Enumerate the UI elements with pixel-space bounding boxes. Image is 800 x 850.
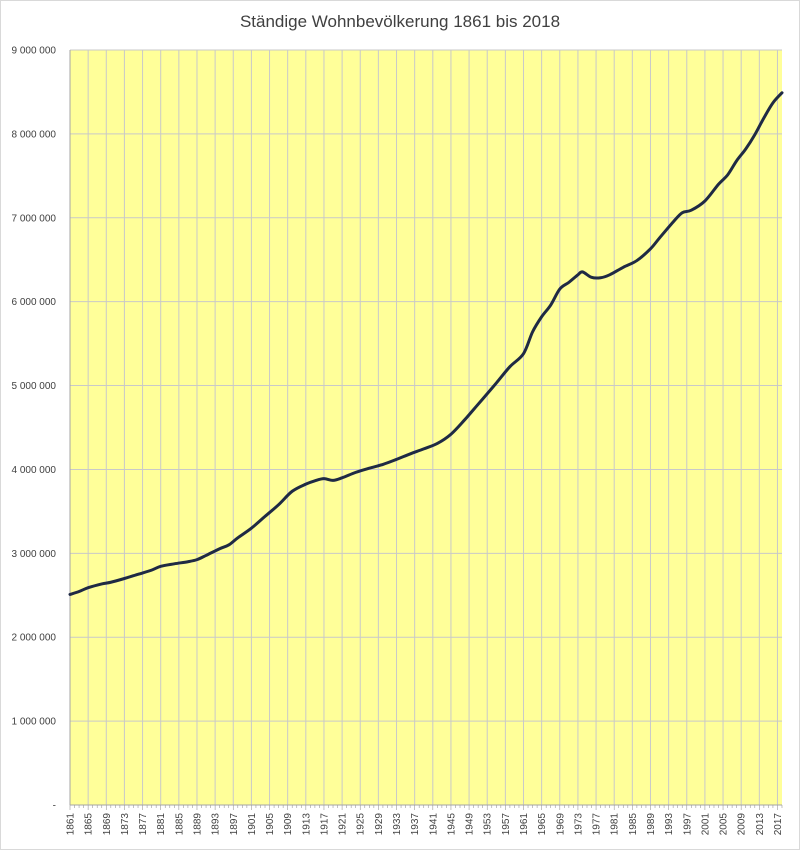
x-tick-label: 2001 [700, 813, 711, 836]
x-tick-label: 1973 [573, 813, 584, 836]
x-tick-label: 1953 [483, 813, 494, 836]
y-gridlines [70, 49, 782, 722]
x-axis-ticks: 1861 1865 1869 1873 1877 1881 1885 1889 1893 1897… [66, 805, 784, 835]
x-tick-label: 1865 [84, 813, 95, 836]
x-tick-label: 1893 [211, 813, 222, 836]
y-tick-label: 4 000 000 [12, 465, 57, 476]
x-tick-label: 1933 [392, 813, 403, 836]
x-tick-label: 1969 [555, 813, 566, 836]
x-tick-label: 1977 [592, 813, 603, 836]
x-tick-label: 1861 [66, 813, 77, 836]
x-tick-label: 1949 [465, 813, 476, 836]
x-tick-label: 1985 [628, 813, 639, 836]
x-tick-label: 1885 [174, 813, 185, 836]
x-tick-label: 1961 [519, 813, 530, 836]
y-tick-label: - [53, 801, 56, 812]
plot-area [70, 50, 782, 805]
y-tick-label: 1 000 000 [12, 717, 57, 728]
y-axis-ticks: - 1 000 000 2 000 000 3 000 000 4 000 000 5 0… [12, 46, 57, 812]
x-tick-label: 1877 [138, 813, 149, 836]
y-tick-label: 9 000 000 [12, 46, 57, 57]
x-tick-label: 1889 [192, 813, 203, 836]
x-tick-label: 1869 [102, 813, 113, 836]
x-tick-label: 1945 [446, 813, 457, 836]
x-tick-label: 1881 [156, 813, 167, 836]
x-tick-label: 1993 [664, 813, 675, 836]
y-tick-label: 5 000 000 [12, 381, 57, 392]
y-tick-label: 6 000 000 [12, 297, 57, 308]
x-tick-label: 1957 [501, 813, 512, 836]
y-tick-label: 8 000 000 [12, 129, 57, 140]
x-tick-label: 2017 [773, 813, 784, 836]
x-tick-label: 2009 [737, 813, 748, 836]
x-tick-label: 2005 [719, 813, 730, 836]
y-tick-label: 3 000 000 [12, 549, 57, 560]
y-tick-label: 7 000 000 [12, 213, 57, 224]
y-tick-label: 2 000 000 [12, 633, 57, 644]
x-tick-label: 1989 [646, 813, 657, 836]
chart-title: Ständige Wohnbevölkerung 1861 bis 2018 [239, 12, 561, 31]
x-tick-label: 1917 [319, 813, 330, 836]
x-tick-label: 1909 [283, 813, 294, 836]
x-tick-label: 1981 [610, 813, 621, 836]
x-tick-label: 1897 [229, 813, 240, 836]
x-gridlines [87, 50, 778, 805]
x-tick-label: 1997 [682, 813, 693, 836]
x-tick-label: 1873 [120, 813, 131, 836]
population-line [68, 91, 784, 596]
x-tick-label: 1901 [247, 813, 258, 836]
x-tick-label: 1941 [428, 813, 439, 836]
x-tick-label: 1905 [265, 813, 276, 836]
x-tick-label: 1929 [374, 813, 385, 836]
x-tick-label: 1965 [537, 813, 548, 836]
x-tick-label: 1937 [410, 813, 421, 836]
x-tick-label: 1925 [356, 813, 367, 836]
x-tick-label: 1913 [301, 813, 312, 836]
x-tick-label: 2013 [755, 813, 766, 836]
x-tick-label: 1921 [338, 813, 349, 836]
